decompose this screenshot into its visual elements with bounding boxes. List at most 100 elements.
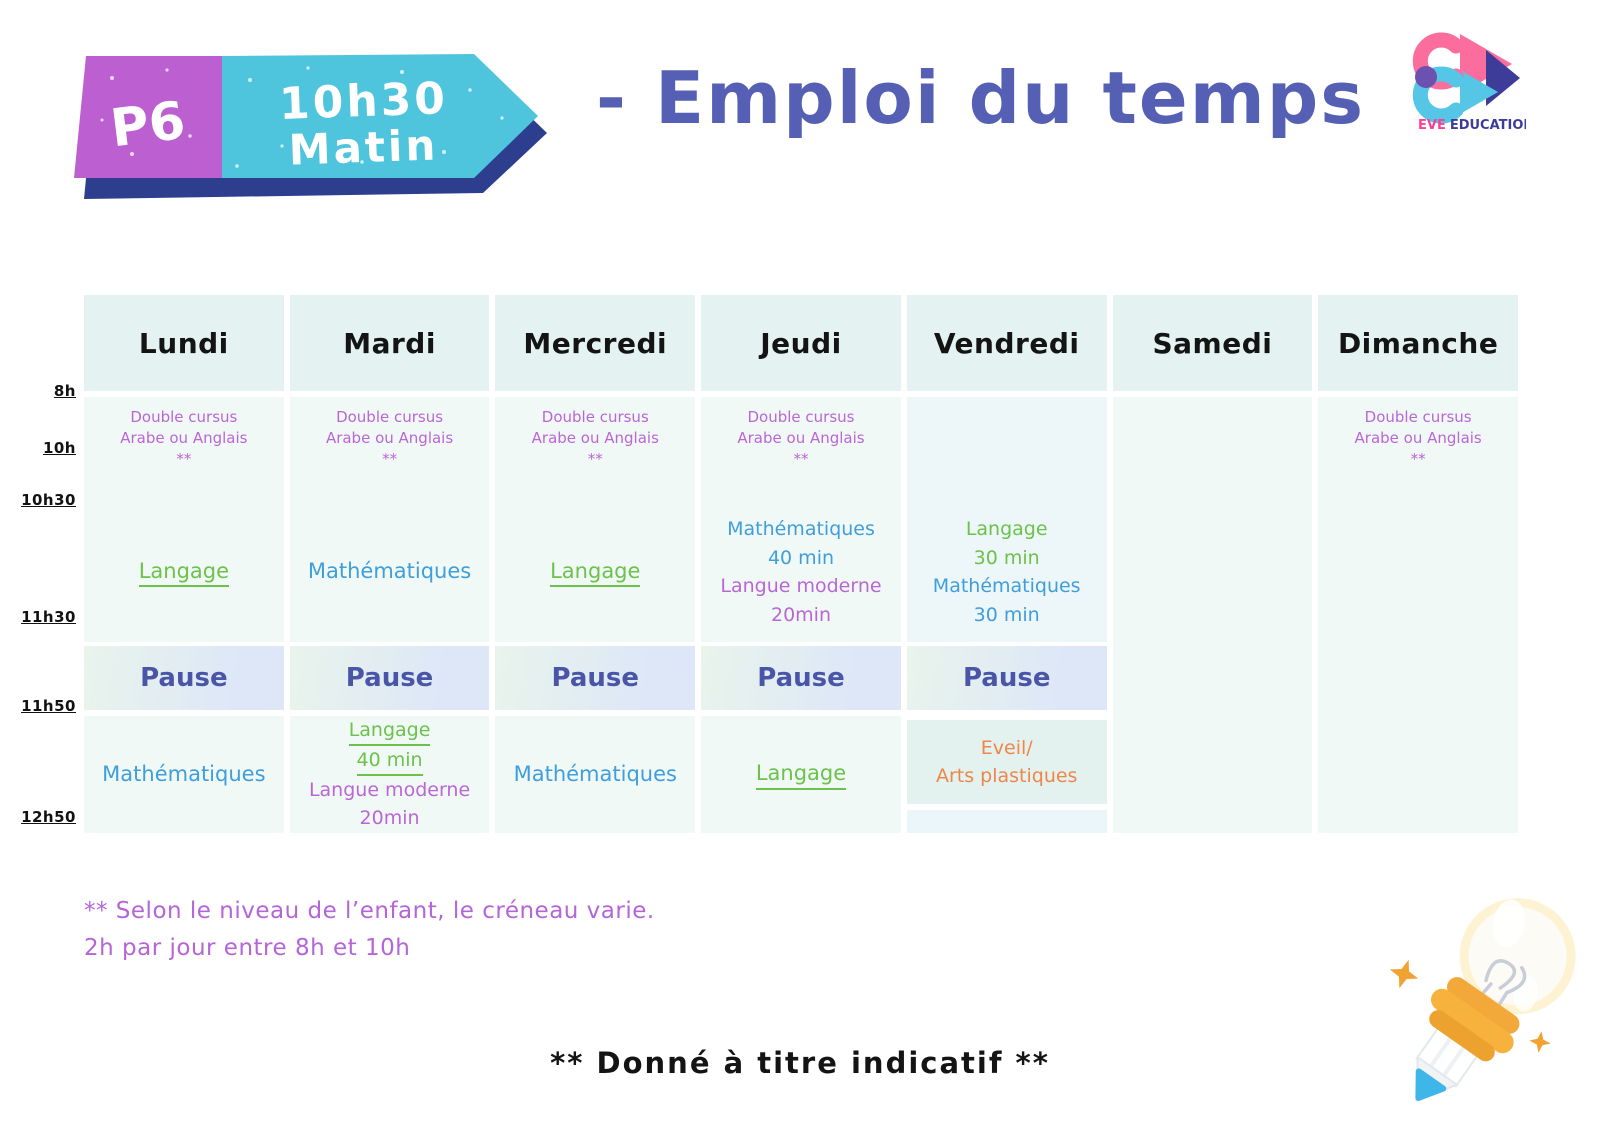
cell-text: 20min bbox=[770, 603, 831, 626]
cell-lundi-mid: Langage bbox=[84, 502, 284, 642]
cell-text: Langage bbox=[755, 760, 847, 790]
cell-text: ** bbox=[587, 450, 603, 468]
cell-mardi-early: Double cursus Arabe ou Anglais ** bbox=[290, 397, 490, 502]
cell-text: Mathématiques bbox=[307, 559, 472, 584]
time-label-12h50: 12h50 bbox=[21, 808, 76, 826]
cell-text: ** bbox=[382, 450, 398, 468]
banner-arrow-cyan bbox=[220, 54, 538, 178]
cell-lundi-late: Mathématiques bbox=[84, 716, 284, 833]
banner-block-purple bbox=[74, 56, 222, 178]
cell-mardi-pause: Pause bbox=[289, 646, 490, 710]
banner-time-label: 10h30 bbox=[278, 73, 448, 130]
logo-dot-icon bbox=[1415, 66, 1437, 88]
cell-text: Double cursus bbox=[747, 408, 855, 426]
day-header-mardi: Mardi bbox=[289, 295, 490, 391]
time-label-10h30: 10h30 bbox=[21, 491, 76, 509]
day-header-vendredi: Vendredi bbox=[906, 295, 1107, 391]
cell-text: Arabe ou Anglais bbox=[1354, 429, 1482, 447]
cell-text: 30 min bbox=[973, 603, 1040, 626]
sparkle-star-icon bbox=[1389, 959, 1419, 989]
day-column-mercredi: Mercredi Double cursus Arabe ou Anglais … bbox=[495, 295, 696, 833]
cell-text: Langue moderne bbox=[720, 575, 882, 597]
cell-text: 30 min bbox=[973, 546, 1040, 569]
cell-vendredi-early bbox=[907, 397, 1107, 502]
logo-cyan-triangle-icon bbox=[1460, 70, 1498, 114]
cell-jeudi-early: Double cursus Arabe ou Anglais ** bbox=[701, 397, 901, 502]
cell-text: ** bbox=[1410, 450, 1426, 468]
logo-e-top-icon bbox=[1412, 32, 1464, 90]
cell-text: Arabe ou Anglais bbox=[120, 429, 248, 447]
banner-period-label: P6 bbox=[107, 91, 188, 160]
cell-text: Arabe ou Anglais bbox=[531, 429, 659, 447]
day-column-jeudi: Jeudi Double cursus Arabe ou Anglais ** … bbox=[701, 295, 901, 833]
logo-diamond-icon bbox=[1486, 50, 1520, 106]
timetable: 8h 10h 10h30 11h30 11h50 12h50 Lundi Dou… bbox=[21, 295, 1518, 833]
cell-text: 40 min bbox=[767, 546, 835, 569]
pencil-tip-icon bbox=[1415, 1068, 1447, 1101]
eve-education-logo: EVE EDUCATION bbox=[1412, 32, 1526, 133]
cell-text: Langage bbox=[965, 518, 1048, 540]
page-title: - Emploi du temps bbox=[596, 56, 1366, 140]
disclaimer: ** Donné à titre indicatif ** bbox=[550, 1046, 1050, 1080]
day-column-lundi: Lundi Double cursus Arabe ou Anglais ** … bbox=[84, 295, 284, 833]
footnote: ** Selon le niveau de l’enfant, le créne… bbox=[84, 893, 655, 967]
cell-dimanche-early: Double cursus Arabe ou Anglais ** bbox=[1318, 397, 1518, 833]
day-header-mercredi: Mercredi bbox=[495, 295, 696, 391]
day-header-jeudi: Jeudi bbox=[701, 295, 901, 391]
day-column-dimanche: Dimanche Double cursus Arabe ou Anglais … bbox=[1318, 295, 1518, 833]
cell-text: Mathématiques bbox=[513, 761, 677, 786]
cell-vendredi-tail bbox=[906, 810, 1107, 833]
cell-text: Double cursus bbox=[1364, 408, 1472, 426]
day-header-lundi: Lundi bbox=[84, 295, 284, 391]
lightbulb-pencil-illustration bbox=[1389, 898, 1576, 1102]
logo-e-bottom-icon bbox=[1412, 66, 1464, 124]
cell-mercredi-early: Double cursus Arabe ou Anglais ** bbox=[495, 397, 695, 502]
cell-text: Eveil/ bbox=[980, 736, 1033, 759]
time-label-11h50: 11h50 bbox=[21, 697, 76, 715]
banner-daypart-label: Matin bbox=[288, 120, 439, 174]
cell-mercredi-late: Mathématiques bbox=[495, 716, 696, 833]
logo-brand-eve: EVE bbox=[1418, 118, 1446, 133]
cell-lundi-pause: Pause bbox=[84, 646, 284, 710]
cell-mardi-mid: Mathématiques bbox=[290, 502, 490, 642]
footnote-line1: ** Selon le niveau de l’enfant, le créne… bbox=[84, 898, 655, 924]
cell-text: Langage bbox=[138, 558, 230, 588]
cell-text: Mathématiques bbox=[932, 575, 1081, 597]
cell-text: Mathématiques bbox=[727, 518, 875, 540]
cell-mercredi-pause: Pause bbox=[495, 646, 696, 710]
cell-text: 40 min bbox=[356, 749, 423, 776]
bulb-filament-icon bbox=[1484, 959, 1527, 995]
cell-samedi-empty bbox=[1112, 397, 1313, 833]
time-label-10h: 10h bbox=[42, 439, 76, 457]
bulb-collar-icon bbox=[1429, 977, 1520, 1062]
cell-text: Arts plastiques bbox=[935, 765, 1078, 787]
day-column-mardi: Mardi Double cursus Arabe ou Anglais ** … bbox=[289, 295, 490, 833]
day-header-samedi: Samedi bbox=[1112, 295, 1313, 391]
cell-text: ** bbox=[793, 450, 809, 468]
cell-text: 20min bbox=[359, 807, 420, 830]
day-column-samedi: Samedi bbox=[1112, 295, 1313, 833]
day-header-dimanche: Dimanche bbox=[1318, 295, 1518, 391]
sparkle-star-icon bbox=[1529, 1031, 1551, 1053]
cell-text: Double cursus bbox=[130, 408, 238, 426]
cell-vendredi-pause: Pause bbox=[906, 646, 1107, 710]
cell-text: ** bbox=[176, 450, 192, 468]
cell-text: Langage bbox=[348, 719, 431, 746]
cell-text: Arabe ou Anglais bbox=[325, 429, 454, 447]
cell-jeudi-pause: Pause bbox=[701, 646, 901, 710]
cell-jeudi-mid: Mathématiques 40 min Langue moderne 20mi… bbox=[701, 502, 901, 642]
time-label-8h: 8h bbox=[53, 382, 76, 400]
cell-text: Langage bbox=[550, 558, 641, 588]
banner-speckles bbox=[100, 66, 504, 168]
day-column-vendredi: Vendredi Langage 30 min Mathématiques 30… bbox=[906, 295, 1107, 833]
cell-lundi-early: Double cursus Arabe ou Anglais ** bbox=[84, 397, 284, 502]
footnote-line2: 2h par jour entre 8h et 10h bbox=[84, 934, 411, 961]
cell-text: Double cursus bbox=[541, 408, 649, 426]
cell-text: Langue moderne bbox=[308, 778, 471, 801]
cell-vendredi-mid: Langage 30 min Mathématiques 30 min bbox=[907, 502, 1107, 642]
cell-mercredi-mid: Langage bbox=[495, 502, 695, 642]
cell-text: Double cursus bbox=[336, 408, 444, 426]
cell-mardi-late: Langage 40 min Langue moderne 20min bbox=[289, 716, 490, 833]
